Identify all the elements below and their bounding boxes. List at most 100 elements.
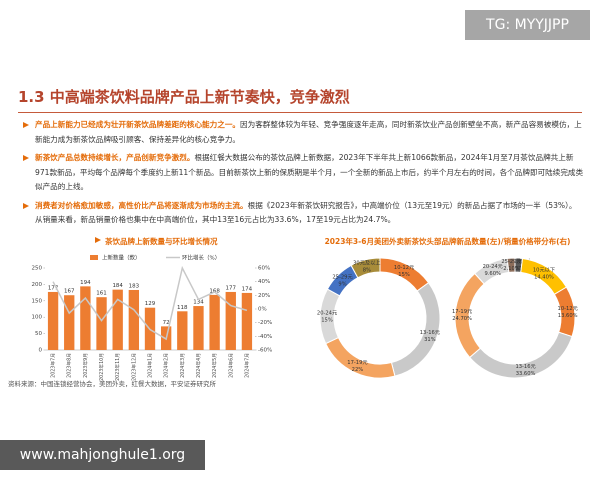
- watermark: www.mahjonghule1.org: [0, 440, 205, 470]
- slice-value: 15%: [398, 272, 410, 278]
- title-rule: [18, 112, 582, 113]
- y-tick-label: 0: [39, 348, 43, 354]
- slice-category: 10元以下: [533, 267, 555, 274]
- x-tick-label: 2023年7月: [50, 353, 57, 378]
- slice-category: 20-24元: [483, 263, 503, 270]
- slice-category: 10-12元: [394, 264, 414, 271]
- bar-value-label: 167: [64, 289, 75, 295]
- slice-value: 24.70%: [452, 316, 472, 322]
- bar: [209, 294, 220, 350]
- y2-tick-label: 60%: [258, 266, 270, 272]
- bar: [64, 295, 75, 350]
- bar-value-label: 177: [48, 285, 59, 291]
- legend-label: 环比增长（%）: [182, 254, 220, 262]
- bar: [241, 292, 253, 350]
- y-tick-label: 150: [32, 298, 43, 304]
- bar-value-label: 194: [80, 280, 91, 286]
- bullet: 产品上新能力已经成为壮开新茶饮品牌差距的核心能力之一。因为客群整体较为年轻、竞争…: [22, 118, 584, 147]
- slice-category: 17-19元: [347, 359, 367, 366]
- y2-tick-label: -40%: [258, 334, 272, 340]
- legend-swatch: [90, 255, 98, 260]
- y2-tick-label: -60%: [258, 348, 272, 354]
- slice-value: 2.10%: [503, 266, 520, 272]
- x-tick-label: 2023年10月: [98, 353, 105, 381]
- slice-value: 9%: [338, 282, 346, 288]
- slice-value: 31%: [424, 337, 436, 343]
- y2-tick-label: 40%: [258, 279, 270, 285]
- slice-category: 30元及以上: [505, 257, 532, 265]
- x-tick-label: 2023年8月: [66, 353, 73, 378]
- bar: [47, 291, 59, 350]
- bullet: 新茶饮产品总数持续增长，产品创新竞争激烈。根据红餐大数据公布的茶饮品牌上新数据，…: [22, 151, 584, 195]
- x-tick-label: 2023年11月: [114, 353, 121, 381]
- bar-value-label: 129: [145, 301, 156, 307]
- x-tick-label: 2024年1月: [147, 353, 154, 378]
- bar: [193, 306, 204, 350]
- slice-category: 20-24元: [317, 309, 337, 316]
- slice-value: 9.60%: [484, 271, 501, 277]
- slice-category: 13-16元: [515, 363, 535, 370]
- bar-value-label: 118: [177, 305, 188, 311]
- bar: [96, 297, 107, 350]
- slice-category: 25-29元: [501, 258, 521, 265]
- bar-value-label: 177: [226, 285, 237, 291]
- chart-title: 2023年3-6月美团外卖新茶饮头部品牌新品数量(左)/销量价格带分布(右): [324, 237, 571, 246]
- bar-value-label: 72: [163, 320, 170, 326]
- x-tick-label: 2023年12月: [130, 353, 137, 381]
- source-note: 资料来源：中国连锁经营协会，美团外卖，红餐大数据，平安证券研究所: [8, 380, 216, 388]
- bar-value-label: 174: [242, 286, 253, 292]
- y-tick-label: 200: [32, 282, 43, 288]
- y2-tick-label: 0%: [258, 307, 267, 313]
- chart-title-text: 茶饮品牌上新数量与环比增长情况: [105, 237, 218, 246]
- slice-value: 14.40%: [534, 275, 554, 281]
- bar-value-label: 184: [112, 283, 123, 289]
- bullet-list: 产品上新能力已经成为壮开新茶饮品牌差距的核心能力之一。因为客群整体较为年轻、竞争…: [22, 118, 584, 232]
- bullet-text: 根据《2023年新茶饮研究报告》，中高端价位（13元至19元）的新品占据了市场的…: [35, 200, 577, 225]
- x-tick-label: 2024年7月: [243, 353, 250, 378]
- growth-line: [52, 265, 248, 341]
- bar-value-label: 134: [193, 300, 204, 306]
- donut-slice: [506, 257, 516, 273]
- slice-value: 33.60%: [516, 371, 536, 377]
- slice-category: 10-12元: [558, 305, 578, 312]
- x-tick-label: 2024年5月: [211, 353, 218, 378]
- slice-value: 22%: [352, 367, 364, 373]
- x-tick-label: 2023年9月: [82, 353, 89, 378]
- slice-value: 15%: [321, 317, 333, 323]
- y-tick-label: 100: [32, 315, 43, 321]
- bullet: 消费者对价格愈加敏感，高性价比产品将逐渐成为市场的主流。根据《2023年新茶饮研…: [22, 199, 584, 228]
- slice-category: 30元及以上: [353, 259, 380, 267]
- slice-category: 25-29元: [332, 274, 352, 281]
- legend-label: 上新数量（款）: [102, 254, 141, 262]
- bar-value-label: 183: [129, 283, 140, 289]
- x-tick-label: 2024年6月: [227, 353, 234, 378]
- slice-value: 2.00%: [510, 266, 527, 272]
- watermark: TG: MYYJJPP: [465, 10, 590, 40]
- y2-tick-label: 20%: [258, 293, 270, 299]
- donut-slice: [350, 257, 381, 279]
- bar: [112, 289, 123, 350]
- x-tick-label: 2024年3月: [179, 353, 186, 378]
- section-title: 1.3 中高端茶饮料品牌产品上新节奏快，竞争激烈: [18, 88, 350, 106]
- chart-title: 茶饮品牌上新数量与环比增长情况: [95, 236, 218, 247]
- y2-tick-label: -20%: [258, 320, 272, 326]
- y-tick-label: 250: [32, 266, 43, 272]
- bullet-text: 根据红餐大数据公布的茶饮品牌上新数据，2023年下半年共上新1066款新品，20…: [35, 153, 584, 191]
- y-tick-label: 50: [35, 331, 42, 337]
- x-tick-label: 2024年4月: [195, 353, 202, 378]
- bullet-lead: 消费者对价格愈加敏感，高性价比产品将逐渐成为市场的主流。: [35, 200, 248, 210]
- bar: [225, 291, 236, 350]
- bar: [80, 286, 91, 350]
- bullet-lead: 产品上新能力已经成为壮开新茶饮品牌差距的核心能力之一。: [35, 120, 241, 129]
- bar: [128, 289, 140, 350]
- bullet-lead: 新茶饮产品总数持续增长，产品创新竞争激烈。: [35, 153, 195, 162]
- bullet-text: 因为客群整体较为年轻、竞争强度逐年走高，同时新茶饮业产品创新壁垒不高，新产品容易…: [35, 120, 582, 144]
- bar: [177, 311, 188, 350]
- slice-category: 13-16元: [420, 329, 440, 336]
- slice-value: 8%: [363, 268, 371, 274]
- bar-value-label: 161: [96, 291, 107, 297]
- x-tick-label: 2024年2月: [163, 353, 170, 378]
- slice-value: 13.60%: [558, 313, 578, 319]
